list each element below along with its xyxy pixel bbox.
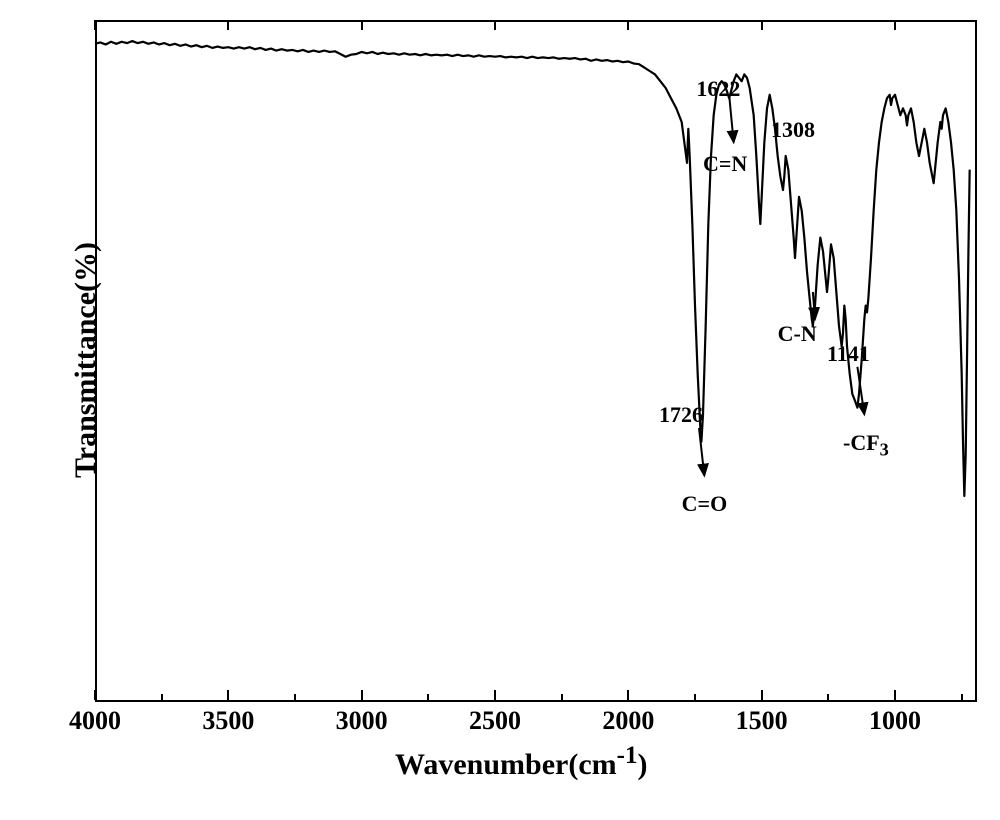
peak-assignment-label: C=O <box>682 491 728 517</box>
peak-assignment-label: C=N <box>703 151 747 177</box>
peak-value-label: 1308 <box>771 117 815 143</box>
peak-assignment-label: C-N <box>778 321 817 347</box>
ir-spectrum-figure: Transmittance(%) Wavenumber(cm-1) 400035… <box>0 0 1000 820</box>
peak-value-label: 1141 <box>827 341 870 367</box>
peak-value-label: 1622 <box>696 76 740 102</box>
peak-assignment-label: -CF3 <box>843 430 889 460</box>
peak-value-label: 1726 <box>659 402 703 428</box>
